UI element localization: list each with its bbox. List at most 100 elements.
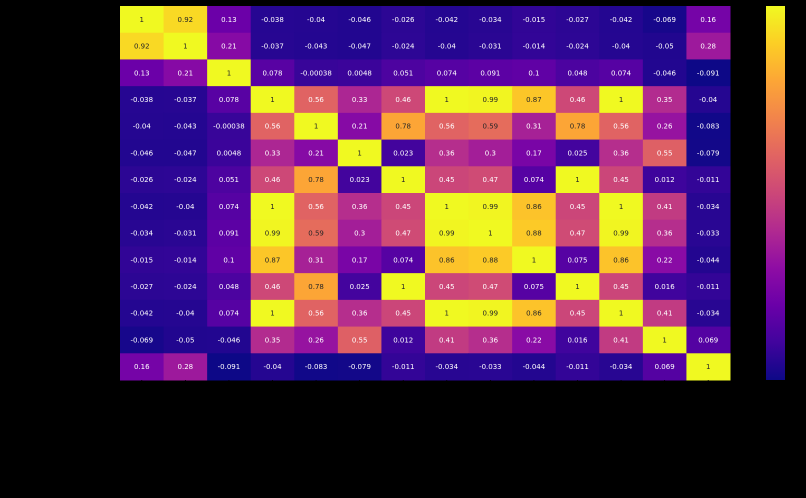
heatmap-cell: [207, 193, 252, 221]
cell-value-label: 0.36: [352, 203, 368, 211]
heatmap-cell: [599, 273, 644, 301]
cell-value-label: -0.015: [523, 16, 546, 24]
cell-value-label: 0.78: [308, 176, 324, 184]
heatmap-cell: [294, 193, 339, 221]
heatmap-cell: [294, 59, 339, 87]
cell-value-label: 0.21: [308, 149, 324, 157]
heatmap-cell: [163, 273, 208, 301]
cell-value-label: 0.074: [524, 176, 545, 184]
cell-value-label: 0.78: [395, 123, 411, 131]
heatmap-cell: [642, 86, 687, 114]
cell-value-label: 0.33: [352, 96, 368, 104]
heatmap-cell: [512, 59, 557, 87]
heatmap-cell: [337, 166, 382, 194]
heatmap-cell: [120, 32, 165, 60]
heatmap-cell: [250, 166, 295, 194]
cell-value-label: -0.043: [305, 43, 328, 51]
cell-value-label: 1: [619, 310, 623, 318]
heatmap-cell: [163, 219, 208, 247]
heatmap-cell: [599, 32, 644, 60]
heatmap-cell: [512, 246, 557, 274]
cell-value-label: -0.011: [697, 176, 720, 184]
heatmap-cell: [250, 219, 295, 247]
heatmap-cell: [381, 193, 426, 221]
cell-value-label: -0.04: [133, 123, 152, 131]
heatmap-cell: [120, 59, 165, 87]
heatmap-cell: [512, 6, 557, 34]
heatmap-cell: [555, 246, 600, 274]
heatmap-cell: [250, 246, 295, 274]
cell-value-label: 0.21: [178, 69, 194, 77]
heatmap-cell: [555, 139, 600, 167]
cell-value-label: -0.069: [653, 16, 676, 24]
cell-value-label: 0.45: [395, 203, 411, 211]
heatmap-cell: [425, 6, 470, 34]
cell-value-label: 1: [662, 336, 666, 344]
heatmap-cell: [642, 299, 687, 328]
heatmap-cell: [468, 112, 513, 141]
heatmap-cell: [425, 299, 470, 328]
cell-value-label: 1: [575, 283, 579, 291]
heatmap-cell: [120, 353, 165, 381]
cell-value-label: 0.3: [354, 230, 365, 238]
heatmap-cell: [120, 326, 165, 354]
cell-value-label: 0.41: [613, 336, 629, 344]
cell-value-label: 0.025: [350, 283, 370, 291]
cell-value-label: 0.36: [657, 230, 673, 238]
cell-value-label: 0.56: [439, 123, 455, 131]
heatmap-cell: [207, 326, 252, 354]
cell-value-label: 0.025: [567, 149, 587, 157]
heatmap-cell: [294, 6, 339, 34]
cell-value-label: 0.051: [393, 69, 413, 77]
cell-value-label: 0.22: [526, 336, 542, 344]
cell-value-label: -0.014: [523, 43, 546, 51]
cell-value-label: 0.46: [265, 176, 281, 184]
heatmap-cell: [512, 299, 557, 328]
cell-value-label: 0.078: [219, 96, 239, 104]
heatmap-cell: [512, 219, 557, 247]
heatmap-cell: [599, 166, 644, 194]
cell-value-label: -0.034: [479, 16, 502, 24]
cell-value-label: -0.033: [479, 363, 502, 371]
cell-value-label: 0.35: [657, 96, 673, 104]
heatmap-cell: [512, 139, 557, 167]
heatmap-cell: [337, 86, 382, 114]
cell-value-label: 0.99: [439, 230, 455, 238]
cell-value-label: 0.46: [395, 96, 411, 104]
heatmap-cell: [381, 299, 426, 328]
cell-value-label: 0.21: [221, 43, 237, 51]
heatmap-cell: [120, 166, 165, 194]
cell-value-label: 0.47: [395, 230, 411, 238]
heatmap-cell: [425, 112, 470, 141]
heatmap-cell: [599, 112, 644, 141]
heatmap-cell: [381, 219, 426, 247]
cell-value-label: -0.091: [697, 69, 720, 77]
heatmap-cell: [120, 273, 165, 301]
cell-value-label: 0.36: [352, 310, 368, 318]
cell-value-label: -0.04: [176, 203, 195, 211]
heatmap-cell: [163, 32, 208, 60]
cell-value-label: 0.46: [570, 96, 586, 104]
cell-value-label: 0.26: [308, 336, 324, 344]
heatmap-cell: [207, 112, 252, 141]
heatmap-cell: [555, 353, 600, 381]
cell-value-label: -0.024: [566, 43, 589, 51]
cell-value-label: 0.3: [485, 149, 496, 157]
cell-value-label: 0.17: [526, 149, 542, 157]
heatmap-cell: [163, 326, 208, 354]
cell-value-label: -0.034: [610, 363, 633, 371]
heatmap-cell: [120, 139, 165, 167]
heatmap-cell: [468, 219, 513, 247]
heatmap-cell: [163, 112, 208, 141]
heatmap-cell: [207, 246, 252, 274]
heatmap-cell: [599, 299, 644, 328]
heatmap-cell: [250, 86, 295, 114]
cell-value-label: 0.78: [308, 283, 324, 291]
cell-value-label: -0.069: [130, 336, 153, 344]
heatmap-cell: [250, 32, 295, 60]
cell-value-label: -0.026: [130, 176, 153, 184]
heatmap-cell: [425, 246, 470, 274]
heatmap-cell: [207, 139, 252, 167]
heatmap-cell: [599, 353, 644, 381]
heatmap-cell: [555, 112, 600, 141]
